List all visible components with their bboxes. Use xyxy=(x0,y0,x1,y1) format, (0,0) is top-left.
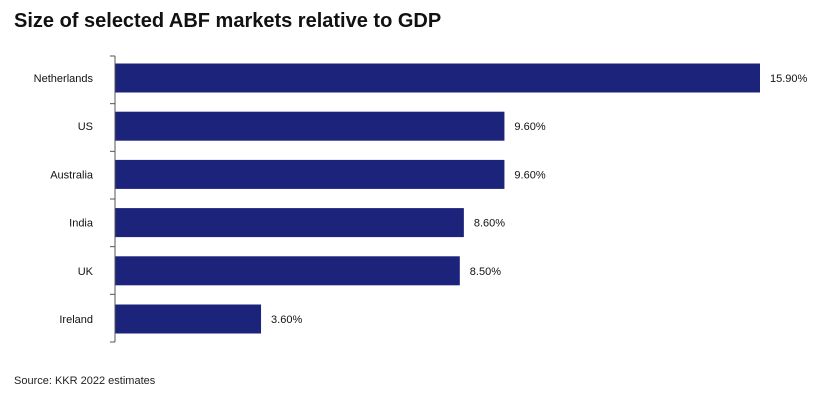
bar-australia xyxy=(115,159,505,189)
data-label: 3.60% xyxy=(271,314,302,326)
category-label: India xyxy=(69,218,94,230)
ticks-layer xyxy=(110,55,115,343)
bars-layer xyxy=(115,63,760,334)
bar-india xyxy=(115,208,464,238)
bar-uk xyxy=(115,256,460,286)
data-label: 9.60% xyxy=(514,169,545,181)
category-label: US xyxy=(78,121,93,133)
labels-layer: Netherlands 15.90% US 9.60% Australia 9.60% In… xyxy=(34,73,808,326)
category-label: Netherlands xyxy=(34,73,94,85)
data-label: 8.60% xyxy=(474,218,505,230)
category-label: Australia xyxy=(50,169,94,181)
bar-us xyxy=(115,111,505,141)
bar-ireland xyxy=(115,304,262,334)
bar-netherlands xyxy=(115,63,760,93)
source-note: Source: KKR 2022 estimates xyxy=(14,375,156,387)
category-label: UK xyxy=(78,266,94,278)
data-label: 9.60% xyxy=(514,121,545,133)
data-label: 8.50% xyxy=(470,266,501,278)
data-label: 15.90% xyxy=(770,73,808,85)
category-label: Ireland xyxy=(59,314,93,326)
chart-title: Size of selected ABF markets relative to… xyxy=(14,10,442,32)
